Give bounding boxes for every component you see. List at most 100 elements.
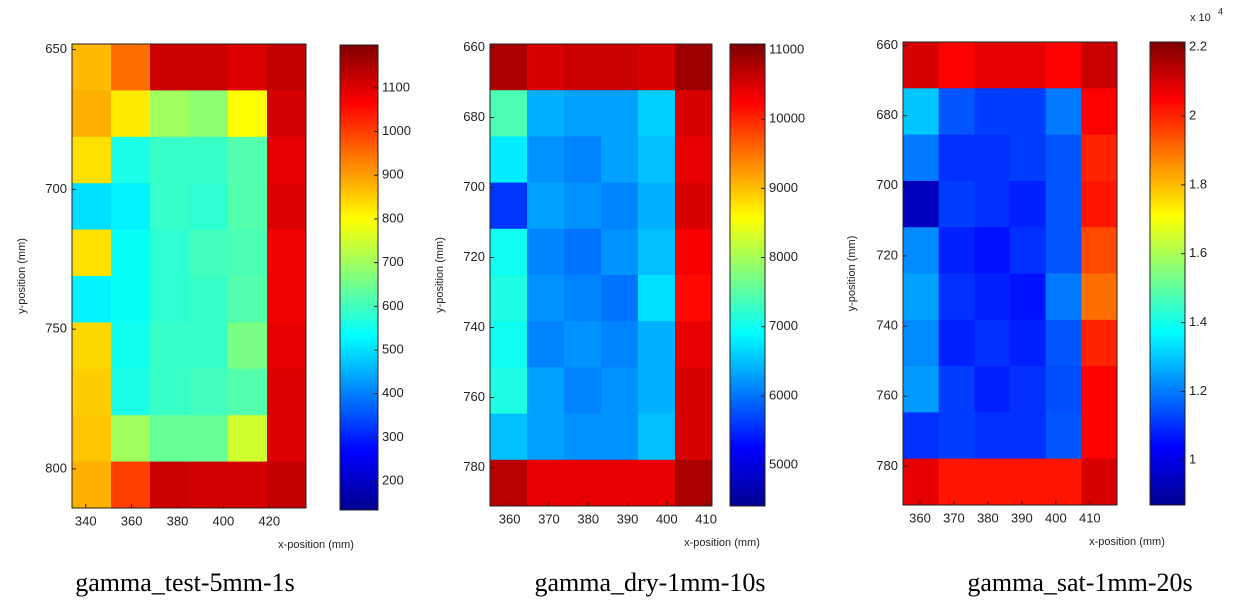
heatmap-cell <box>601 136 639 184</box>
heatmap-cell <box>675 367 713 415</box>
x-tick-label: 400 <box>213 513 235 528</box>
heatmap-cell <box>111 461 151 509</box>
colorbar-tick-label: 2 <box>1189 107 1196 122</box>
heatmap-cell <box>1081 412 1118 460</box>
heatmap-cell <box>938 412 975 460</box>
heatmap-cell <box>1045 366 1082 413</box>
y-tick-label: 740 <box>463 319 485 334</box>
heatmap-cell <box>150 136 190 184</box>
heatmap-cell <box>974 227 1011 274</box>
y-tick-label: 740 <box>876 318 898 333</box>
heatmap-cell <box>601 275 639 322</box>
heatmap-cell <box>638 44 676 91</box>
heatmap-cell <box>150 415 190 463</box>
colorbar-tick-label: 10000 <box>769 111 805 126</box>
x-tick-label: 370 <box>943 510 965 525</box>
plot-frame <box>71 43 307 509</box>
heatmap-cell <box>189 368 229 416</box>
heatmap-cell <box>267 44 307 91</box>
heatmap-cell <box>638 90 676 137</box>
heatmap-cell <box>189 183 229 231</box>
heatmap-cell <box>903 134 940 182</box>
y-tick-label: 760 <box>876 388 898 403</box>
heatmap-cell <box>189 44 229 91</box>
heatmap-cell <box>527 90 565 137</box>
heatmap-cell <box>150 368 190 416</box>
x-tick-label: 360 <box>499 511 521 526</box>
y-tick-label: 680 <box>876 107 898 122</box>
heatmap-cell <box>675 182 713 230</box>
y-tick-label: 700 <box>876 177 898 192</box>
x-tick-label: 400 <box>656 511 678 526</box>
heatmap-cell <box>1081 42 1118 89</box>
heatmap-cell <box>111 90 151 138</box>
colorbar-tick-label: 2.2 <box>1189 39 1207 54</box>
heatmap-cell <box>974 273 1011 321</box>
heatmap-cell <box>267 461 307 509</box>
heatmap-cell <box>974 88 1011 136</box>
heatmap-cell <box>938 366 975 413</box>
heatmap-cell <box>974 319 1011 367</box>
heatmap-cell <box>1081 319 1118 367</box>
y-tick-label: 660 <box>876 37 898 52</box>
heatmap-cell <box>228 229 268 277</box>
heatmap-cell <box>111 229 151 277</box>
heatmap-cell <box>72 229 112 277</box>
y-tick-label: 700 <box>45 181 67 196</box>
colorbar-tick-label: 1.2 <box>1189 383 1207 398</box>
heatmap-cell <box>72 368 112 416</box>
heatmap-cell <box>638 275 676 322</box>
colorbar <box>729 43 766 507</box>
heatmap-cell <box>228 322 268 370</box>
heatmap-cell <box>228 368 268 416</box>
heatmap-cell <box>1010 319 1047 367</box>
x-tick-label: 380 <box>167 513 189 528</box>
heatmap-cell <box>189 229 229 277</box>
colorbar-multiplier: x 10 <box>1190 12 1211 24</box>
x-tick-label: 410 <box>1079 510 1101 525</box>
heatmap-cell <box>1081 88 1118 136</box>
panel: 340 360 380 400 420 650 700 750 800 x-position (m… <box>16 41 411 597</box>
heatmap-cell <box>267 136 307 184</box>
heatmap-cell <box>903 88 940 136</box>
colorbar-tick-label: 500 <box>382 341 404 356</box>
heatmap-cell <box>490 367 528 415</box>
heatmap-cell <box>1081 273 1118 321</box>
heatmap-cell <box>111 136 151 184</box>
heatmap-cell <box>72 415 112 463</box>
heatmap-cell <box>1010 412 1047 460</box>
heatmap-cell <box>490 321 528 368</box>
heatmap-cell <box>903 227 940 274</box>
heatmap-cell <box>675 228 713 276</box>
heatmap-cell <box>490 182 528 230</box>
colorbar <box>339 44 379 511</box>
heatmap-cell <box>1010 273 1047 321</box>
heatmap-cell <box>111 44 151 91</box>
x-axis-label: x-position (mm) <box>684 537 760 549</box>
heatmap-cell <box>564 321 602 368</box>
heatmap-cell <box>938 227 975 274</box>
heatmap-cell <box>601 182 639 230</box>
heatmap-cell <box>150 461 190 509</box>
heatmap-cell <box>150 90 190 138</box>
heatmap-cell <box>1081 458 1118 506</box>
heatmap-cell <box>601 228 639 276</box>
x-tick-label: 390 <box>1011 510 1033 525</box>
x-tick-label: 380 <box>577 511 599 526</box>
plot-frame <box>489 43 713 507</box>
heatmap-cell <box>527 228 565 276</box>
caption: gamma_sat-1mm-20s <box>967 568 1192 597</box>
heatmap-cell <box>1010 88 1047 136</box>
heatmap-cell <box>903 273 940 321</box>
heatmap-cell <box>490 228 528 276</box>
panel: 360 370 380 390 400 410 660 680 700 720 740 760 780 x… <box>846 6 1223 597</box>
heatmap-cell <box>72 90 112 138</box>
heatmap-cell <box>974 458 1011 506</box>
x-axis-label: x-position (mm) <box>278 539 354 551</box>
x-tick-label: 360 <box>121 513 143 528</box>
heatmap-cell <box>601 459 639 507</box>
heatmap-cell <box>1081 134 1118 182</box>
heatmap-cell <box>189 461 229 509</box>
heatmap-cell <box>638 321 676 368</box>
heatmap-cell <box>72 44 112 91</box>
